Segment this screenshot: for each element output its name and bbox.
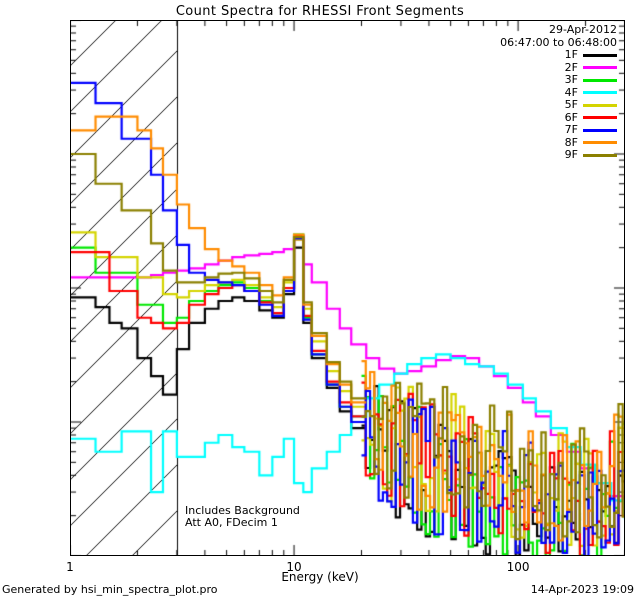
legend-label: 8F <box>564 135 578 149</box>
x-tick-label: 100 <box>506 560 530 574</box>
legend-item-1f: 1F <box>500 48 617 62</box>
legend-item-4f: 4F <box>500 85 617 100</box>
legend-color-swatch <box>583 103 617 107</box>
legend-date: 29-Apr-2012 <box>548 23 617 36</box>
legend-color-swatch <box>583 78 617 82</box>
annotation-attenuator: Att A0, FDecim 1 <box>185 516 278 529</box>
annotation-background: Includes Background <box>185 504 300 517</box>
legend-color-swatch <box>583 128 617 132</box>
chart-title: Count Spectra for RHESSI Front Segments <box>175 4 465 19</box>
legend-item-3f: 3F <box>500 73 617 87</box>
legend-label: 4F <box>564 85 578 99</box>
legend-time-range: 06:47:00 to 06:48:00 <box>500 35 617 49</box>
legend-color-swatch <box>583 53 617 57</box>
legend-label: 2F <box>564 60 578 74</box>
legend-item-7f: 7F <box>500 123 617 137</box>
x-tick-label: 10 <box>286 560 302 574</box>
footer-timestamp: 14-Apr-2023 19:09 <box>530 583 634 596</box>
legend-label: 6F <box>564 110 578 124</box>
legend-label: 3F <box>564 73 578 86</box>
legend-item-5f: 5F <box>500 98 617 112</box>
legend-color-swatch <box>583 91 617 95</box>
footer-generator: Generated by hsi_min_spectra_plot.pro <box>2 583 218 596</box>
plot-area: 29-Apr-2012 06:47:00 to 06:48:00 1F 2F 3F 4… <box>70 20 625 556</box>
x-axis-title: Energy (keV) <box>281 570 359 584</box>
legend-color-swatch <box>583 141 617 145</box>
plot-frame <box>70 20 625 556</box>
x-tick-label: 1 <box>66 560 74 574</box>
legend-color-swatch <box>583 153 617 157</box>
legend: 29-Apr-2012 06:47:00 to 06:48:00 1F 2F 3F 4… <box>500 23 617 162</box>
spectra-canvas <box>70 20 625 556</box>
legend-label: 5F <box>564 98 578 111</box>
legend-item-8f: 8F <box>500 135 617 150</box>
legend-item-9f: 9F <box>500 148 617 162</box>
legend-color-swatch <box>583 66 617 70</box>
legend-item-6f: 6F <box>500 110 617 125</box>
legend-label: 1F <box>564 48 578 61</box>
legend-item-2f: 2F <box>500 60 617 75</box>
legend-color-swatch <box>583 116 617 120</box>
legend-label: 9F <box>564 148 578 161</box>
legend-label: 7F <box>564 123 578 136</box>
